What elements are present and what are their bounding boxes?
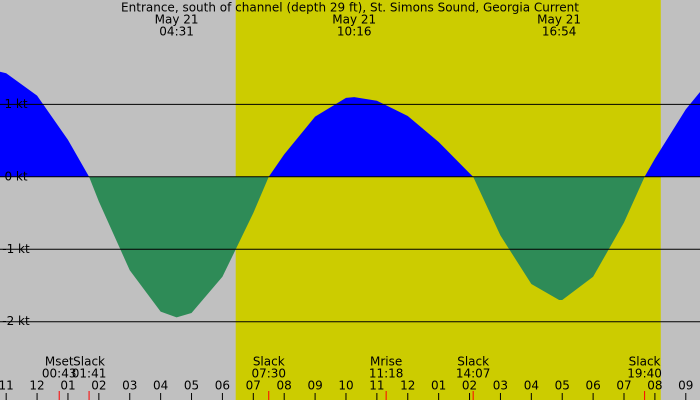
event-date: May 21 [537,13,581,27]
event-time: 10:16 [337,25,372,39]
x-tick-label: 03 [493,379,508,393]
event-label: Slack [73,355,105,369]
event-time: 16:54 [542,25,577,39]
event-label: Mrise [370,355,402,369]
x-tick-label: 06 [585,379,600,393]
x-tick-label: 09 [307,379,322,393]
event-time: 14:07 [456,367,491,381]
x-tick-label: 11 [0,379,14,393]
event-time: 19:40 [627,367,662,381]
x-tick-label: 01 [431,379,446,393]
event-time: 11:18 [369,367,404,381]
event-time: 01:41 [72,367,107,381]
x-tick-label: 04 [524,379,539,393]
event-label: Slack [457,355,489,369]
event-time: 04:31 [159,25,194,39]
x-tick-label: 07 [246,379,261,393]
x-tick-label: 01 [60,379,75,393]
x-tick-label: 10 [338,379,353,393]
x-tick-label: 07 [616,379,631,393]
x-tick-label: 12 [400,379,415,393]
y-tick-label: 0 kt [4,169,27,183]
event-label: Slack [629,355,661,369]
x-tick-label: 05 [184,379,199,393]
x-tick-label: 08 [277,379,292,393]
x-tick-label: 08 [647,379,662,393]
y-tick-label: -2 kt [2,314,30,328]
event-label: Slack [253,355,285,369]
event-date: May 21 [155,13,199,27]
x-tick-label: 02 [91,379,106,393]
y-tick-label: 1 kt [4,97,27,111]
x-tick-label: 04 [153,379,168,393]
x-tick-label: 06 [215,379,230,393]
x-tick-label: 12 [29,379,44,393]
x-tick-label: 02 [462,379,477,393]
event-date: May 21 [332,13,376,27]
x-tick-label: 05 [555,379,570,393]
current-area [0,71,700,318]
x-tick-label: 09 [678,379,693,393]
chart-title: Entrance, south of channel (depth 29 ft)… [121,1,579,15]
event-time: 07:30 [251,367,286,381]
event-label: Mset [45,355,74,369]
x-tick-label: 11 [369,379,384,393]
event-time: 00:43 [42,367,77,381]
x-tick-label: 03 [122,379,137,393]
y-tick-label: -1 kt [2,242,30,256]
